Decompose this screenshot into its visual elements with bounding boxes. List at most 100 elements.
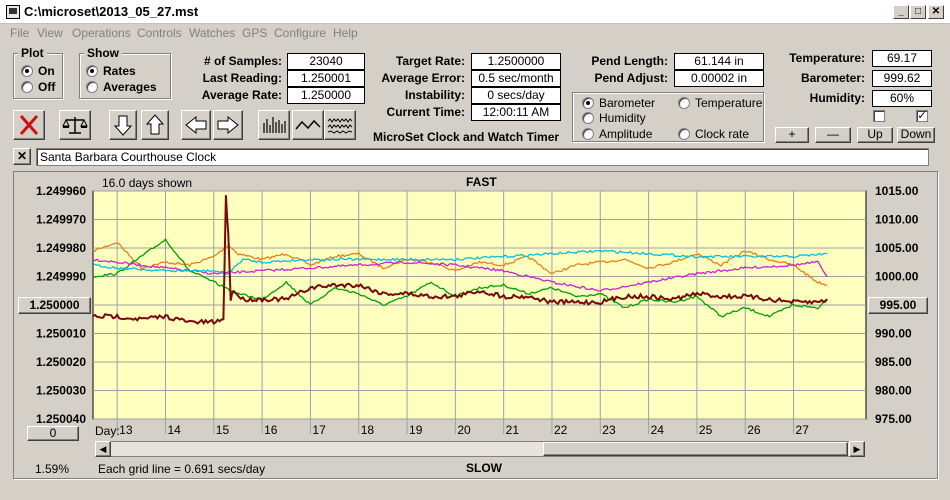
current-time-label: Current Time: <box>386 105 465 119</box>
temperature-field: 69.17 <box>872 50 932 67</box>
current-time-field: 12:00:11 AM <box>471 104 561 121</box>
minimize-button[interactable]: _ <box>893 5 909 19</box>
y-left-tick-label: 1.250020 <box>36 355 86 369</box>
plot-group-title: Plot <box>18 46 47 60</box>
x-tick-label: 13 <box>119 423 133 437</box>
menu-file[interactable]: File <box>10 26 30 40</box>
maximize-button[interactable]: □ <box>910 5 926 19</box>
plot-on-radio[interactable] <box>21 65 33 77</box>
series-line-barometer <box>92 242 828 286</box>
arrow-left-icon[interactable] <box>181 110 211 140</box>
menu-operations[interactable]: Operations <box>72 26 131 40</box>
grid-note-label: Each grid line = 0.691 secs/day <box>98 462 266 476</box>
x-tick-label: 17 <box>312 423 326 437</box>
aux-center-button[interactable]: 995.00 <box>868 297 928 314</box>
scroll-right-arrow[interactable]: ▶ <box>849 441 865 457</box>
gridlines <box>93 190 866 434</box>
days-shown-label: 16.0 days shown <box>102 176 193 190</box>
line-wave-icon[interactable] <box>292 110 324 140</box>
target-rate-field[interactable]: 1.2500000 <box>471 53 561 70</box>
series-line-humidity <box>92 258 828 292</box>
plot-off-radio[interactable] <box>21 81 33 93</box>
show-rates-label: Rates <box>103 64 136 78</box>
menu-gps[interactable]: GPS <box>242 26 268 40</box>
humidity-field: 60% <box>872 90 932 107</box>
y-right-tick-label: 985.00 <box>875 355 912 369</box>
offset-zero-button[interactable]: 0 <box>27 426 79 441</box>
scroll-thumb[interactable] <box>543 442 848 456</box>
series-line-amplitude <box>92 249 828 275</box>
average-error-label: Average Error: <box>381 71 465 85</box>
menu-watches[interactable]: Watches <box>189 26 236 40</box>
close-button[interactable]: ✕ <box>928 5 944 19</box>
show-group <box>79 53 171 99</box>
x-tick-label: 23 <box>602 423 616 437</box>
balance-scale-icon[interactable] <box>59 110 91 140</box>
stop-icon[interactable] <box>13 110 45 140</box>
y-right-tick-label: 975.00 <box>875 412 912 426</box>
humidity-radio[interactable] <box>582 112 594 124</box>
title-bar: C:\microset\2013_05_27.mst _ □ ✕ <box>0 0 950 24</box>
x-tick-label: 19 <box>409 423 423 437</box>
clock-rate-radio[interactable] <box>678 128 690 140</box>
x-tick-label: 21 <box>506 423 520 437</box>
plot-on-label: On <box>38 64 55 78</box>
noise-wave-icon[interactable] <box>324 110 356 140</box>
clock-name-field[interactable]: Santa Barbara Courthouse Clock <box>36 148 929 166</box>
y-right-tick-label: 980.00 <box>875 384 912 398</box>
y-left-tick-label: 1.250030 <box>36 384 86 398</box>
amplitude-radio[interactable] <box>582 128 594 140</box>
instability-label: Instability: <box>404 88 465 102</box>
arrow-up-icon[interactable] <box>141 110 169 140</box>
barometer-channel-label: Barometer <box>599 96 656 110</box>
instability-field: 0 secs/day <box>471 87 561 104</box>
average-rate-label: Average Rate: <box>201 88 282 102</box>
x-tick-label: 15 <box>216 423 230 437</box>
temperature-label: Temperature: <box>789 51 865 65</box>
menu-controls[interactable]: Controls <box>137 26 182 40</box>
amplitude-channel-label: Amplitude <box>599 127 653 141</box>
y-left-tick-label: 1.250040 <box>36 412 86 426</box>
average-error-field: 0.5 sec/month <box>471 70 561 87</box>
bar-graph-icon[interactable] <box>258 110 290 140</box>
menu-help[interactable]: Help <box>333 26 358 40</box>
y-right-tick-label: 1015.00 <box>875 184 919 198</box>
menu-configure[interactable]: Configure <box>274 26 327 40</box>
show-group-title: Show <box>84 46 122 60</box>
aux-up-button[interactable]: Up <box>857 127 893 143</box>
pend-adjust-field: 0.00002 in <box>674 70 764 87</box>
x-tick-label: 18 <box>361 423 375 437</box>
x-tick-label: 27 <box>796 423 810 437</box>
aux-checkbox-2[interactable]: ✓ <box>916 110 928 122</box>
pend-adjust-label: Pend Adjust: <box>594 71 668 85</box>
aux-checkbox-1[interactable] <box>873 110 885 122</box>
rate-center-button[interactable]: 1.250000 <box>18 297 91 314</box>
menu-view[interactable]: View <box>37 26 63 40</box>
arrow-right-icon[interactable] <box>213 110 243 140</box>
arrow-down-icon[interactable] <box>109 110 137 140</box>
x-tick-label: 24 <box>651 423 665 437</box>
aux-minus-button[interactable]: — <box>815 127 851 143</box>
show-rates-radio[interactable] <box>86 65 98 77</box>
y-left-tick-label: 1.249970 <box>36 213 86 227</box>
plot-off-label: Off <box>38 80 56 94</box>
last-reading-field: 1.250001 <box>287 70 365 87</box>
barometer-radio[interactable] <box>582 97 594 109</box>
day-label: Day: <box>95 424 120 438</box>
x-tick-label: 26 <box>747 423 761 437</box>
menu-bar: File View Operations Controls Watches GP… <box>0 24 950 42</box>
fast-label: FAST <box>466 175 497 189</box>
series-line-clock-rate <box>92 195 828 326</box>
percent-label: 1.59% <box>35 462 70 476</box>
y-left-tick-label: 1.249990 <box>36 270 86 284</box>
temperature-radio[interactable] <box>678 97 690 109</box>
show-averages-radio[interactable] <box>86 81 98 93</box>
x-axis: 13 14 15 16 17 18 19 20 21 22 23 24 25 26 27 <box>119 423 809 437</box>
x-tick-label: 20 <box>457 423 471 437</box>
aux-down-button[interactable]: Down <box>897 127 935 143</box>
aux-plus-button[interactable]: + <box>775 127 809 143</box>
y-left-tick-label: 1.249960 <box>36 184 86 198</box>
scroll-left-arrow[interactable]: ◀ <box>95 441 111 457</box>
app-icon <box>6 5 20 19</box>
clear-clock-button[interactable]: ✕ <box>13 148 31 165</box>
